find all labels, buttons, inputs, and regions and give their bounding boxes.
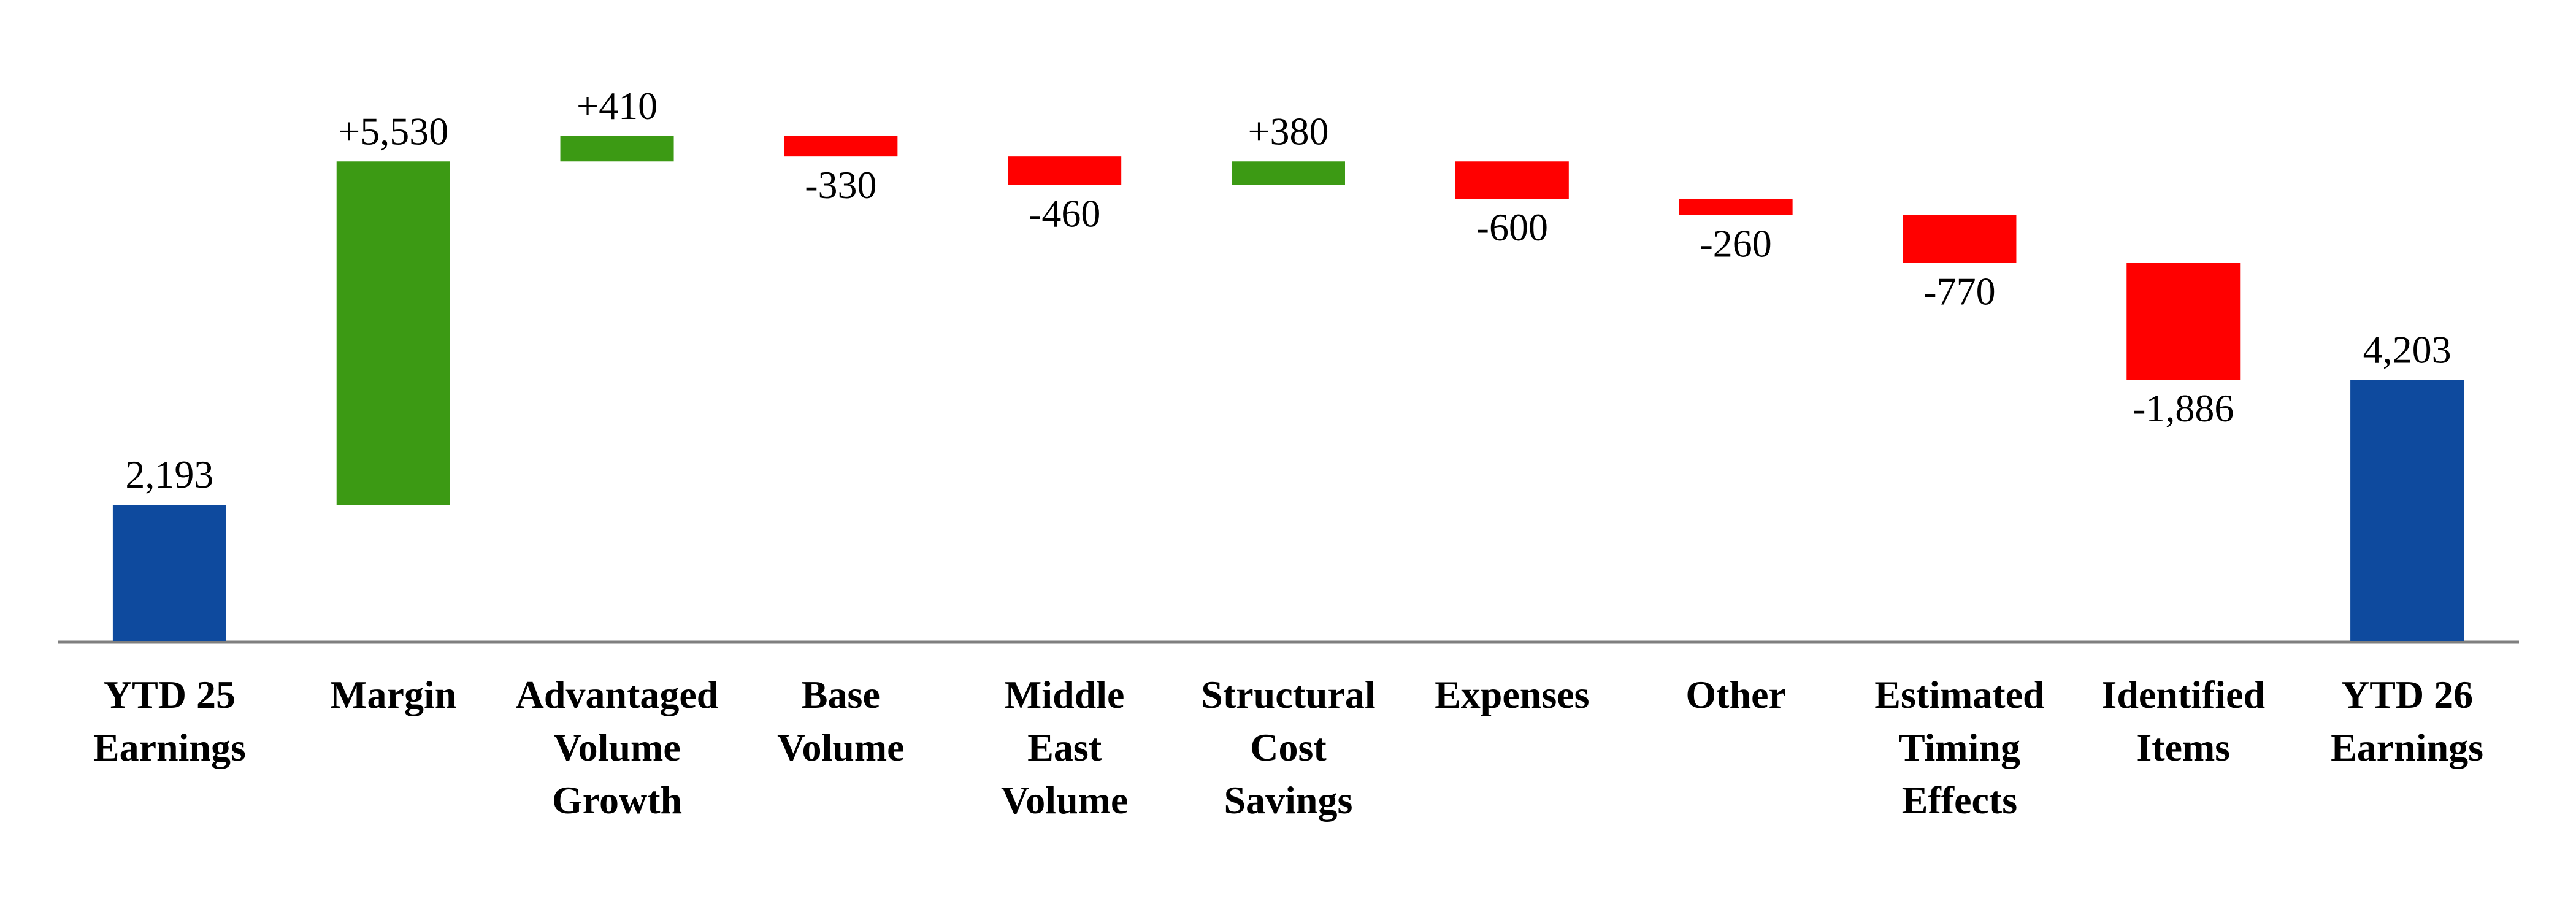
bar <box>2350 380 2464 641</box>
x-tick-label: Base Volume <box>777 673 905 769</box>
bar <box>560 136 674 162</box>
x-tick-label: Middle East Volume <box>1000 673 1129 822</box>
value-label: -260 <box>1700 221 1771 265</box>
x-tick-label: Estimated Timing Effects <box>1874 673 2045 822</box>
bar <box>1679 198 1793 215</box>
x-tick-label: Advantaged Volume Growth <box>515 673 719 822</box>
bar <box>1903 215 2017 263</box>
value-label: -330 <box>805 163 876 207</box>
bar <box>336 161 450 505</box>
x-tick-label: Margin <box>330 673 457 716</box>
x-tick-label: Expenses <box>1435 673 1590 716</box>
x-tick-label: Other <box>1685 673 1786 716</box>
value-label: +5,530 <box>338 109 448 153</box>
value-label: -770 <box>1923 269 1995 313</box>
value-label: 4,203 <box>2363 328 2451 372</box>
bar <box>112 505 226 641</box>
value-label: -600 <box>1476 205 1548 249</box>
x-tick-label: YTD 25 Earnings <box>93 673 246 769</box>
bar <box>1232 161 1345 185</box>
value-label: +410 <box>577 84 657 128</box>
value-label: -1,886 <box>2133 386 2234 430</box>
value-label: -460 <box>1029 192 1100 236</box>
value-label: +380 <box>1248 109 1328 153</box>
x-tick-label: Identified Items <box>2101 673 2266 769</box>
bar <box>1455 161 1569 199</box>
x-tick-label: YTD 26 Earnings <box>2331 673 2484 769</box>
bar <box>1008 156 1122 185</box>
bar <box>2126 263 2241 380</box>
x-tick-label: Structural Cost Savings <box>1201 673 1376 822</box>
value-label: 2,193 <box>125 453 213 496</box>
bar <box>784 136 898 157</box>
